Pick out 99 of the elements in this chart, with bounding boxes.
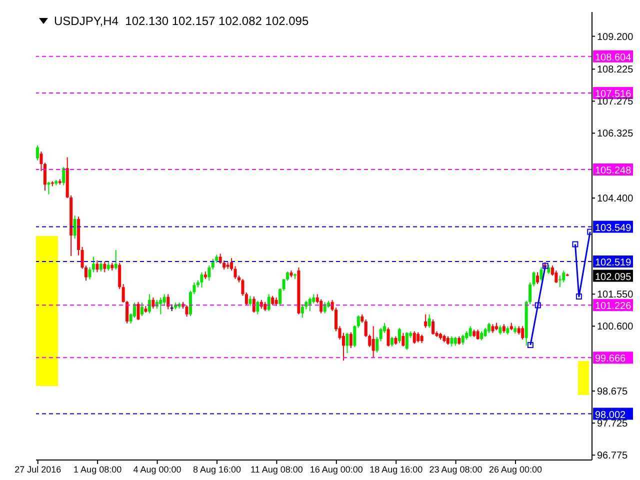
candlestick <box>88 266 92 280</box>
candlestick <box>498 325 502 336</box>
candlestick <box>103 260 106 273</box>
candlestick <box>140 302 144 317</box>
x-tick-label: 11 Aug 08:00 <box>250 464 303 474</box>
ref-line-label: 108.604 <box>595 52 632 64</box>
candlestick <box>521 326 524 340</box>
ref-line-label: 101.226 <box>595 301 632 312</box>
candlestick <box>405 332 408 350</box>
candlestick <box>241 278 244 296</box>
point <box>572 241 578 248</box>
candlestick <box>96 260 99 273</box>
candlestick <box>532 271 536 287</box>
candlestick <box>118 262 122 290</box>
candlestick <box>278 288 282 306</box>
candlestick <box>308 297 312 312</box>
candlestick <box>114 249 118 270</box>
x-tick-label: 18 Aug 16:00 <box>370 464 423 474</box>
ref-line-label: 105.248 <box>595 165 632 176</box>
x-tick-label: 26 Aug 00:00 <box>488 464 542 474</box>
candlestick <box>252 296 256 314</box>
candlestick <box>353 325 356 348</box>
candlestick <box>92 256 95 273</box>
candlestick <box>264 301 267 312</box>
candlestick <box>432 318 435 336</box>
candlestick <box>267 294 270 312</box>
candlestick <box>300 304 304 318</box>
y-tick-label: 106.325 <box>597 128 634 140</box>
y-tick-label: 98.675 <box>597 386 628 398</box>
candlestick <box>536 272 540 285</box>
candlestick <box>428 314 431 328</box>
candlestick <box>398 327 401 344</box>
candlestick <box>346 332 349 354</box>
candlestick <box>244 292 248 306</box>
candlestick <box>47 181 50 195</box>
y-tick-label: 100.600 <box>597 322 634 333</box>
x-tick-label: 23 Aug 08:00 <box>429 464 482 474</box>
candlestick <box>162 294 166 306</box>
candlestick <box>480 330 484 341</box>
candlestick <box>488 322 491 334</box>
chart-title: USDJPY,H4 102.130 102.157 102.082 102.095 <box>54 14 309 28</box>
annotation: 102.095 <box>595 272 632 283</box>
candlestick <box>416 332 420 343</box>
y-tick-label: 108.225 <box>597 64 634 76</box>
candlestick <box>540 266 543 282</box>
point <box>587 228 592 235</box>
ref-line-label: 98.002 <box>595 410 626 421</box>
candlestick <box>208 264 211 282</box>
candlestick <box>450 336 454 347</box>
candlestick <box>256 300 260 315</box>
candlestick <box>136 301 140 321</box>
candlestick <box>43 162 46 192</box>
candlestick <box>461 334 464 346</box>
candlestick <box>402 332 405 347</box>
point <box>527 342 534 348</box>
candlestick <box>159 297 162 315</box>
x-tick-label: 8 Aug 16:00 <box>192 464 242 474</box>
candlestick <box>349 332 352 349</box>
candlestick <box>356 314 360 328</box>
candlestick <box>200 272 204 288</box>
candlestick <box>468 326 472 338</box>
x-tick-label: 1 Aug 08:00 <box>74 464 122 474</box>
candlestick <box>50 180 54 187</box>
candlestick <box>372 326 375 358</box>
ref-line-label: 103.549 <box>595 222 632 234</box>
candlestick <box>376 336 379 353</box>
y-tick-label: 104.400 <box>597 194 634 205</box>
ref-line-label: 99.666 <box>595 354 626 365</box>
y-tick-label: 101.550 <box>597 290 634 301</box>
candlestick <box>484 327 487 338</box>
point <box>534 302 541 308</box>
candlestick <box>390 336 394 347</box>
x-tick-label: 27 Jul 2016 <box>14 464 62 474</box>
candlestick <box>386 327 390 347</box>
candlestick <box>230 258 234 272</box>
candlestick <box>271 295 274 306</box>
candlestick <box>248 295 252 306</box>
candlestick <box>562 270 566 283</box>
y-tick-label: 109.200 <box>597 32 634 43</box>
x-tick-label: 16 Aug 00:00 <box>310 464 363 474</box>
candlestick <box>99 262 102 272</box>
candlestick <box>234 266 237 280</box>
candlestick <box>476 329 480 340</box>
candlestick <box>379 327 382 342</box>
candlestick <box>152 297 155 310</box>
candlestick <box>40 151 43 172</box>
candlestick <box>36 144 39 161</box>
candlestick <box>73 215 76 240</box>
candlestick <box>558 275 562 288</box>
candlestick <box>185 304 188 318</box>
candlestick <box>412 330 416 344</box>
y-tick-label: 96.775 <box>597 450 628 462</box>
point <box>576 294 582 300</box>
candlestick <box>166 294 170 310</box>
x-tick-label: 4 Aug 00:00 <box>133 464 182 474</box>
candlestick <box>62 166 66 186</box>
ref-line-label: 102.519 <box>595 257 632 268</box>
candlestick <box>424 314 428 328</box>
y-tick-label: 97.725 <box>597 418 628 430</box>
